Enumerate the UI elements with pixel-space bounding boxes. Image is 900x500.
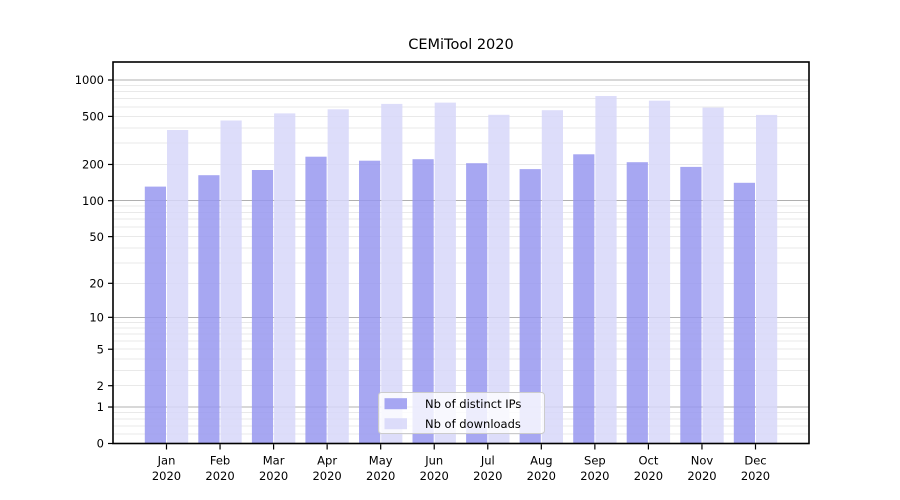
y-tick-label-200: 200: [82, 158, 104, 172]
x-tick-label-oct: Oct: [638, 454, 658, 468]
y-axis: 0 1 2 5 10 20 50 100 200 500 1000: [75, 73, 113, 451]
y-tick-label-20: 20: [89, 277, 104, 291]
x-tick-sublabel-jul: 2020: [473, 469, 502, 483]
bar-oct-distinct-ips: [626, 162, 648, 444]
bar-may-downloads: [381, 103, 403, 444]
x-tick-label-jun: Jun: [424, 454, 443, 468]
bar-dec-downloads: [756, 114, 778, 444]
bar-jan-downloads: [167, 130, 189, 444]
y-tick-label-10: 10: [89, 311, 104, 325]
bar-apr-distinct-ips: [305, 156, 327, 444]
y-tick-label-1000: 1000: [75, 73, 104, 87]
bar-jun-downloads: [434, 102, 456, 444]
legend-label-downloads: Nb of downloads: [425, 417, 521, 431]
x-tick-sublabel-mar: 2020: [259, 469, 288, 483]
bar-aug-downloads: [541, 110, 563, 444]
x-tick-sublabel-oct: 2020: [634, 469, 663, 483]
bar-sep-downloads: [595, 96, 617, 444]
y-tick-label-500: 500: [82, 110, 104, 124]
y-tick-label-5: 5: [97, 342, 104, 356]
x-tick-label-feb: Feb: [210, 454, 230, 468]
legend-label-distinct-ips: Nb of distinct IPs: [425, 397, 521, 411]
chart-title: CEMiTool 2020: [408, 37, 514, 53]
y-tick-label-100: 100: [82, 194, 104, 208]
x-tick-label-mar: Mar: [263, 454, 285, 468]
x-tick-sublabel-jun: 2020: [420, 469, 449, 483]
bar-dec-distinct-ips: [733, 182, 755, 444]
y-tick-label-2: 2: [97, 379, 104, 393]
x-tick-label-sep: Sep: [584, 454, 606, 468]
bar-mar-distinct-ips: [251, 170, 274, 444]
x-tick-sublabel-may: 2020: [366, 469, 395, 483]
x-tick-sublabel-aug: 2020: [527, 469, 556, 483]
x-tick-label-jan: Jan: [157, 454, 176, 468]
bar-nov-distinct-ips: [680, 166, 702, 444]
x-tick-sublabel-apr: 2020: [312, 469, 341, 483]
x-tick-sublabel-jan: 2020: [152, 469, 181, 483]
bar-mar-downloads: [274, 113, 296, 444]
series-nb-of-downloads: [167, 96, 778, 444]
x-tick-label-nov: Nov: [691, 454, 714, 468]
bar-jun-distinct-ips: [412, 159, 434, 444]
legend-swatch-downloads: [384, 418, 407, 430]
x-axis: Jan2020Feb2020Mar2020Apr2020May2020Jun20…: [152, 444, 770, 483]
y-tick-label-0: 0: [97, 437, 104, 451]
plot-border: [112, 61, 810, 445]
x-tick-label-aug: Aug: [530, 454, 552, 468]
y-tick-label-1: 1: [97, 400, 104, 414]
x-tick-sublabel-dec: 2020: [741, 469, 770, 483]
bar-may-distinct-ips: [359, 160, 381, 444]
bar-jul-distinct-ips: [466, 163, 488, 444]
bar-feb-downloads: [220, 120, 242, 444]
x-tick-sublabel-feb: 2020: [205, 469, 234, 483]
series-nb-of-distinct-ips: [144, 154, 755, 444]
y-tick-label-50: 50: [89, 230, 104, 244]
bar-feb-distinct-ips: [198, 175, 220, 444]
legend-box: [378, 392, 545, 434]
x-tick-label-may: May: [369, 454, 393, 468]
x-tick-sublabel-sep: 2020: [580, 469, 609, 483]
bar-jan-distinct-ips: [144, 186, 166, 444]
bar-jul-downloads: [488, 114, 510, 444]
x-tick-sublabel-nov: 2020: [687, 469, 716, 483]
bar-sep-distinct-ips: [573, 154, 595, 444]
legend-swatch-distinct-ips: [384, 398, 407, 410]
legend: Nb of distinct IPs Nb of downloads: [378, 392, 545, 434]
bar-aug-distinct-ips: [519, 169, 541, 444]
bar-apr-downloads: [327, 109, 349, 444]
x-tick-label-apr: Apr: [317, 454, 337, 468]
bar-oct-downloads: [648, 100, 671, 444]
x-tick-label-dec: Dec: [744, 454, 766, 468]
x-tick-label-jul: Jul: [480, 454, 495, 468]
bar-nov-downloads: [702, 107, 724, 444]
